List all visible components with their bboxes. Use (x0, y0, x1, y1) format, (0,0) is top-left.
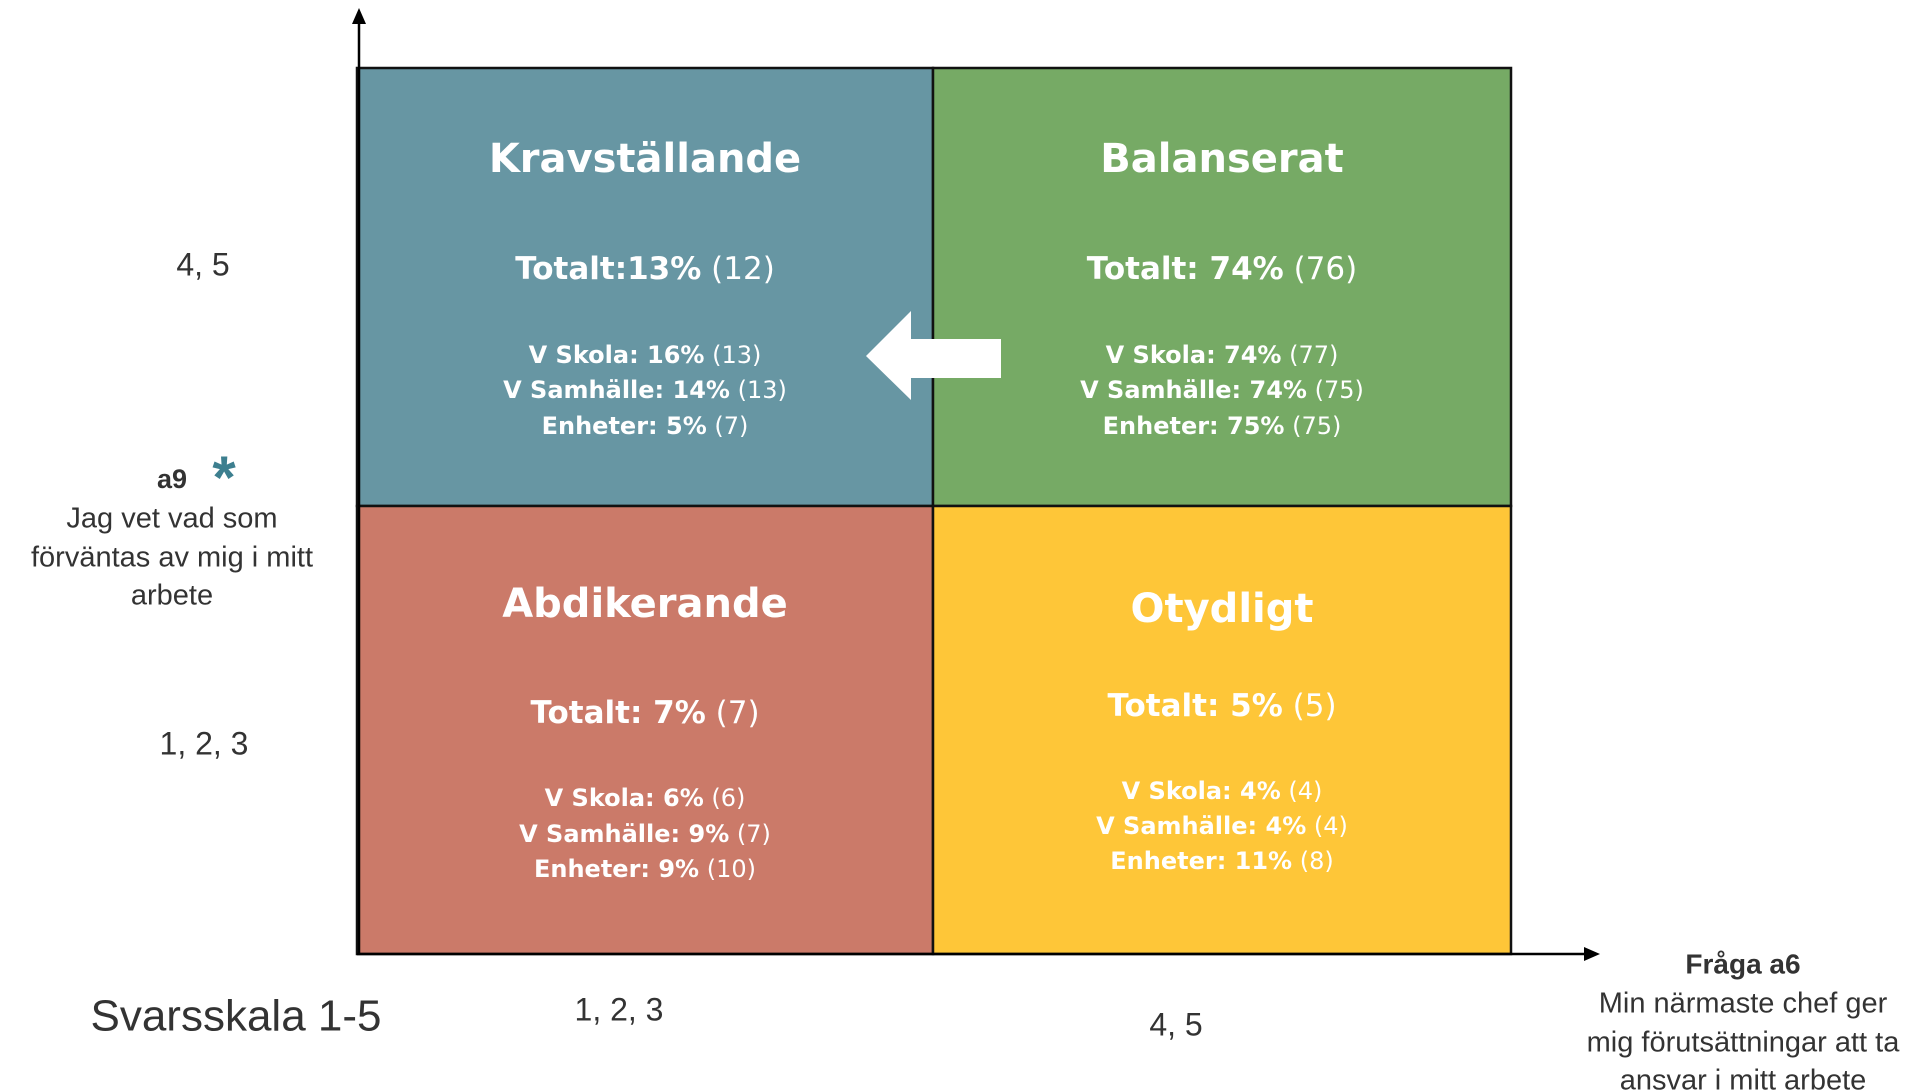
x-question-line: mig förutsättningar att ta (1587, 1027, 1901, 1059)
total: Totalt:13% (12) (515, 251, 775, 287)
breakdown-value: V Samhälle: 9% (519, 820, 729, 848)
y-axis-arrow (352, 8, 366, 24)
breakdown: V Skola: 16% (13) (529, 341, 762, 369)
scale-label: Svarsskala 1-5 (90, 992, 381, 1041)
total-value: Totalt:13% (515, 251, 701, 287)
breakdown-value: V Skola: 6% (545, 784, 704, 812)
breakdown-value: V Samhälle: 14% (503, 376, 730, 404)
breakdown-value: Enheter: 11% (1110, 847, 1292, 875)
quadrant-title: Kravställande (489, 136, 801, 182)
quadrant (355, 504, 935, 956)
quadrant (355, 66, 935, 508)
x-low-label: 1, 2, 3 (575, 991, 664, 1027)
quadrant-title: Abdikerande (502, 581, 788, 627)
breakdown-value: Enheter: 9% (534, 855, 699, 883)
breakdown-value: V Samhälle: 74% (1080, 376, 1307, 404)
breakdown: V Skola: 74% (77) (1106, 341, 1339, 369)
x-high-label: 4, 5 (1149, 1006, 1202, 1042)
breakdown: Enheter: 9% (10) (534, 855, 756, 883)
breakdown: V Samhälle: 14% (13) (503, 376, 787, 404)
total-count: (12) (711, 251, 775, 287)
breakdown-value: V Skola: 16% (529, 341, 705, 369)
shift-arrow (866, 311, 1001, 400)
y-question-line: förväntas av mig i mitt (31, 542, 313, 574)
quadrants: Kravställande Totalt:13% (12) V Skola: 16%… (355, 66, 1513, 956)
breakdown-count: (10) (707, 855, 756, 883)
total: Totalt: 74% (76) (1087, 251, 1357, 287)
breakdown-count: (13) (712, 341, 761, 369)
breakdown-value: V Skola: 74% (1106, 341, 1282, 369)
total-value: Totalt: 7% (530, 695, 705, 731)
breakdown: V Samhälle: 4% (4) (1096, 812, 1348, 840)
total: Totalt: 5% (5) (1107, 688, 1336, 724)
breakdown: Enheter: 11% (8) (1110, 847, 1333, 875)
breakdown-count: (7) (737, 820, 771, 848)
significance-marker: * (212, 444, 236, 511)
breakdown-count: (7) (714, 412, 748, 440)
breakdown-count: (4) (1314, 812, 1348, 840)
breakdown: V Skola: 6% (6) (545, 784, 746, 812)
x-axis-arrow (1584, 947, 1600, 961)
breakdown-count: (77) (1289, 341, 1338, 369)
breakdown-count: (8) (1300, 847, 1334, 875)
quadrant-title: Otydligt (1130, 586, 1313, 632)
breakdown-value: Enheter: 75% (1103, 412, 1285, 440)
breakdown: Enheter: 5% (7) (542, 412, 749, 440)
breakdown: Enheter: 75% (75) (1103, 412, 1342, 440)
x-question-line: ansvar i mitt arbete (1620, 1065, 1867, 1090)
x-question-line: Min närmaste chef ger (1599, 988, 1888, 1020)
y-question-line: Jag vet vad som (66, 503, 277, 535)
total-value: Totalt: 74% (1087, 251, 1284, 287)
breakdown-count: (75) (1292, 412, 1341, 440)
total: Totalt: 7% (7) (530, 695, 759, 731)
breakdown-count: (6) (711, 784, 745, 812)
breakdown-value: V Skola: 4% (1122, 777, 1281, 805)
total-count: (76) (1294, 251, 1358, 287)
breakdown: V Samhälle: 74% (75) (1080, 376, 1364, 404)
total-value: Totalt: 5% (1107, 688, 1282, 724)
breakdown: V Samhälle: 9% (7) (519, 820, 771, 848)
breakdown-count: (75) (1315, 376, 1364, 404)
y-low-label: 1, 2, 3 (160, 725, 249, 761)
quadrant (931, 66, 1513, 508)
y-question-line: arbete (131, 580, 213, 612)
y-high-label: 4, 5 (176, 246, 229, 282)
breakdown-count: (4) (1288, 777, 1322, 805)
breakdown: V Skola: 4% (4) (1122, 777, 1323, 805)
total-count: (5) (1293, 688, 1337, 724)
quadrant (931, 504, 1513, 956)
x-question-id: Fråga a6 (1685, 948, 1800, 979)
breakdown-value: Enheter: 5% (542, 412, 707, 440)
breakdown-value: V Samhälle: 4% (1096, 812, 1306, 840)
breakdown-count: (13) (738, 376, 787, 404)
quadrant-title: Balanserat (1100, 136, 1343, 182)
y-question-id: a9 (157, 464, 187, 494)
total-count: (7) (716, 695, 760, 731)
